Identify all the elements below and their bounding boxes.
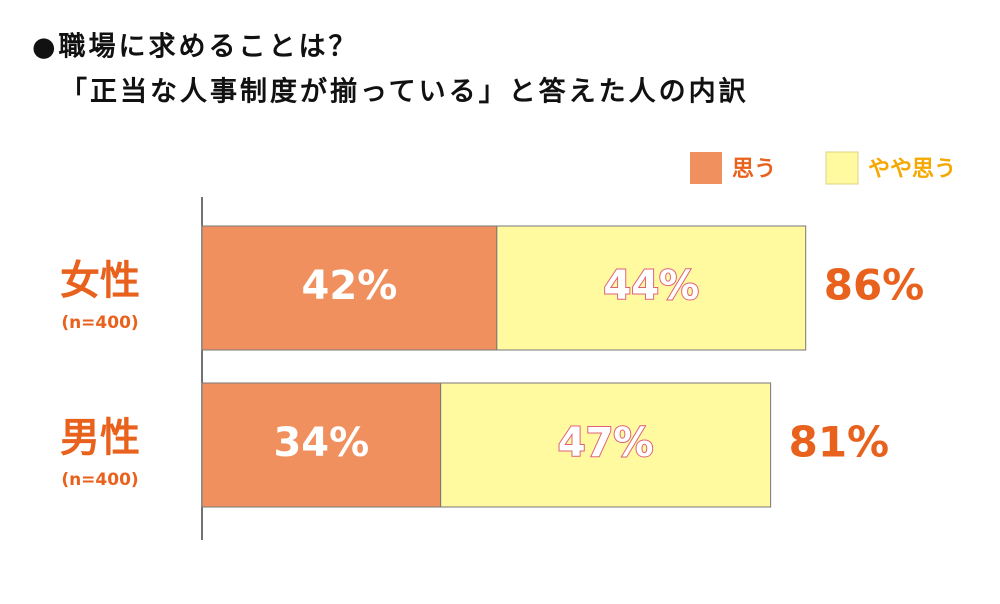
category-label: 女性 bbox=[60, 258, 140, 304]
category-note: (n=400) bbox=[61, 313, 138, 333]
total-label: 81% bbox=[789, 418, 890, 467]
value-label: 42% bbox=[302, 263, 398, 309]
total-label: 86% bbox=[824, 261, 925, 310]
chart-title: ●職場に求めることは？ bbox=[32, 32, 359, 63]
bar-segment bbox=[201, 382, 442, 508]
category-label: 男性 bbox=[60, 415, 140, 461]
bar-segment bbox=[496, 225, 807, 351]
bar-segment bbox=[201, 225, 498, 351]
value-label: 47% bbox=[558, 420, 654, 466]
legend-swatch bbox=[825, 151, 859, 185]
value-label: 34% bbox=[273, 420, 369, 466]
legend-label: 思う bbox=[732, 157, 776, 182]
category-note: (n=400) bbox=[61, 470, 138, 490]
legend-swatch bbox=[690, 152, 722, 184]
value-label: 44% bbox=[603, 263, 699, 309]
bar-segment bbox=[440, 382, 772, 508]
legend-label: やや思う bbox=[868, 157, 956, 182]
chart-subtitle: 「正当な人事制度が揃っている」と答えた人の内訳 bbox=[60, 76, 749, 108]
